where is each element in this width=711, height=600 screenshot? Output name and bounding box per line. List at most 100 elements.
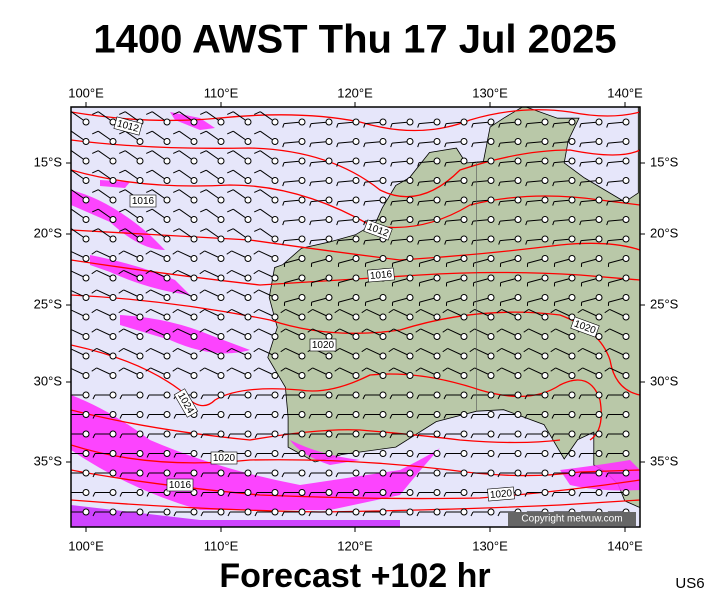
- barb-feather: [363, 240, 366, 245]
- barb-station: [622, 489, 630, 496]
- lon-label-bottom: 110°E: [204, 538, 239, 553]
- barb-feather: [605, 472, 609, 478]
- barb-station: [136, 489, 144, 496]
- lon-label-bottom: 100°E: [68, 538, 104, 553]
- lat-label-right: 35°S: [650, 453, 679, 468]
- isobar-label-group: 1020: [309, 338, 337, 352]
- barb-feather: [146, 111, 153, 115]
- forecast-label: Forecast +102 hr: [219, 557, 490, 595]
- barb-station: [352, 411, 360, 418]
- barb-station: [595, 235, 603, 243]
- barb-station: [352, 138, 360, 145]
- barb-feather: [470, 453, 474, 458]
- lon-label-top: 110°E: [204, 85, 239, 100]
- barb-feather: [281, 492, 285, 497]
- barb-feather: [417, 220, 420, 226]
- barb-feather: [415, 328, 421, 333]
- precipitation: [71, 112, 640, 527]
- barb-feather: [336, 181, 339, 187]
- barb-station: [406, 469, 414, 477]
- barb-feather: [388, 367, 394, 372]
- isobar-label-box: [113, 116, 143, 136]
- barb-feather: [606, 162, 609, 167]
- barb-station: [325, 411, 333, 418]
- barb-feather: [119, 414, 123, 419]
- barb-station: [109, 489, 117, 496]
- barb-station: [568, 216, 576, 223]
- barb-station: [82, 411, 90, 418]
- barb-feather: [118, 289, 124, 294]
- barb-station: [325, 450, 333, 457]
- barb-feather: [496, 347, 502, 353]
- barb-station: [190, 352, 198, 360]
- barb-station: [568, 352, 576, 360]
- barb-feather: [443, 394, 447, 400]
- barb-feather: [92, 433, 96, 439]
- barb-station: [325, 313, 333, 321]
- barb-station: [298, 508, 306, 516]
- barb-feather: [282, 142, 285, 148]
- barb-station: [622, 118, 630, 126]
- barb-station: [163, 411, 171, 418]
- barb-feather: [253, 250, 259, 255]
- barb-station: [487, 352, 495, 360]
- barb-feather: [200, 414, 204, 419]
- barb-feather: [470, 511, 474, 517]
- barb-feather: [390, 220, 393, 226]
- barb-station: [82, 177, 90, 184]
- barb-station: [136, 216, 144, 223]
- barb-station: [352, 118, 360, 126]
- barb-feather: [606, 142, 609, 148]
- barb-station: [136, 411, 144, 418]
- barb-feather: [442, 347, 448, 353]
- barb-feather: [145, 269, 151, 275]
- barb-feather: [119, 169, 126, 174]
- barb-feather: [119, 511, 123, 517]
- barb-station: [217, 372, 225, 379]
- barb-station: [163, 352, 171, 360]
- barb-station: [460, 177, 468, 184]
- barb-feather: [254, 189, 261, 193]
- barb-station: [82, 216, 90, 223]
- barb-station: [271, 333, 279, 340]
- barb-feather: [146, 394, 150, 400]
- barb-feather: [336, 123, 339, 128]
- barb-feather: [307, 328, 313, 333]
- barb-feather: [579, 162, 582, 167]
- barb-feather: [579, 181, 582, 187]
- barb-feather: [173, 492, 177, 497]
- barb-station: [406, 411, 414, 418]
- barb-station: [406, 138, 414, 145]
- barb-station: [568, 177, 576, 184]
- barb-station: [136, 469, 144, 477]
- barb-feather: [282, 162, 285, 167]
- barb-feather: [146, 208, 153, 213]
- barb-station: [82, 255, 90, 262]
- barb-feather: [92, 511, 96, 517]
- barb-feather: [281, 453, 285, 458]
- barb-feather: [523, 308, 529, 314]
- barb-feather: [146, 433, 150, 439]
- isobar-label-box: [166, 478, 194, 492]
- barb-station: [190, 294, 198, 301]
- barb-station: [109, 313, 117, 321]
- barb-station: [82, 118, 90, 126]
- barb-station: [82, 508, 90, 516]
- barb-station: [244, 196, 252, 204]
- barb-station: [595, 138, 603, 145]
- barb-station: [271, 372, 279, 379]
- barb-station: [82, 391, 90, 399]
- barb-feather: [119, 472, 123, 478]
- barb-feather: [282, 123, 285, 128]
- barb-feather: [227, 208, 234, 213]
- barb-feather: [282, 201, 285, 206]
- barb-feather: [388, 347, 394, 353]
- barb-feather: [550, 367, 556, 372]
- barb-station: [514, 391, 522, 399]
- barb-station: [217, 255, 225, 262]
- barb-feather: [552, 240, 555, 245]
- barb-feather: [551, 492, 555, 497]
- barb-feather: [604, 328, 610, 333]
- isobar-label-box: [173, 388, 199, 418]
